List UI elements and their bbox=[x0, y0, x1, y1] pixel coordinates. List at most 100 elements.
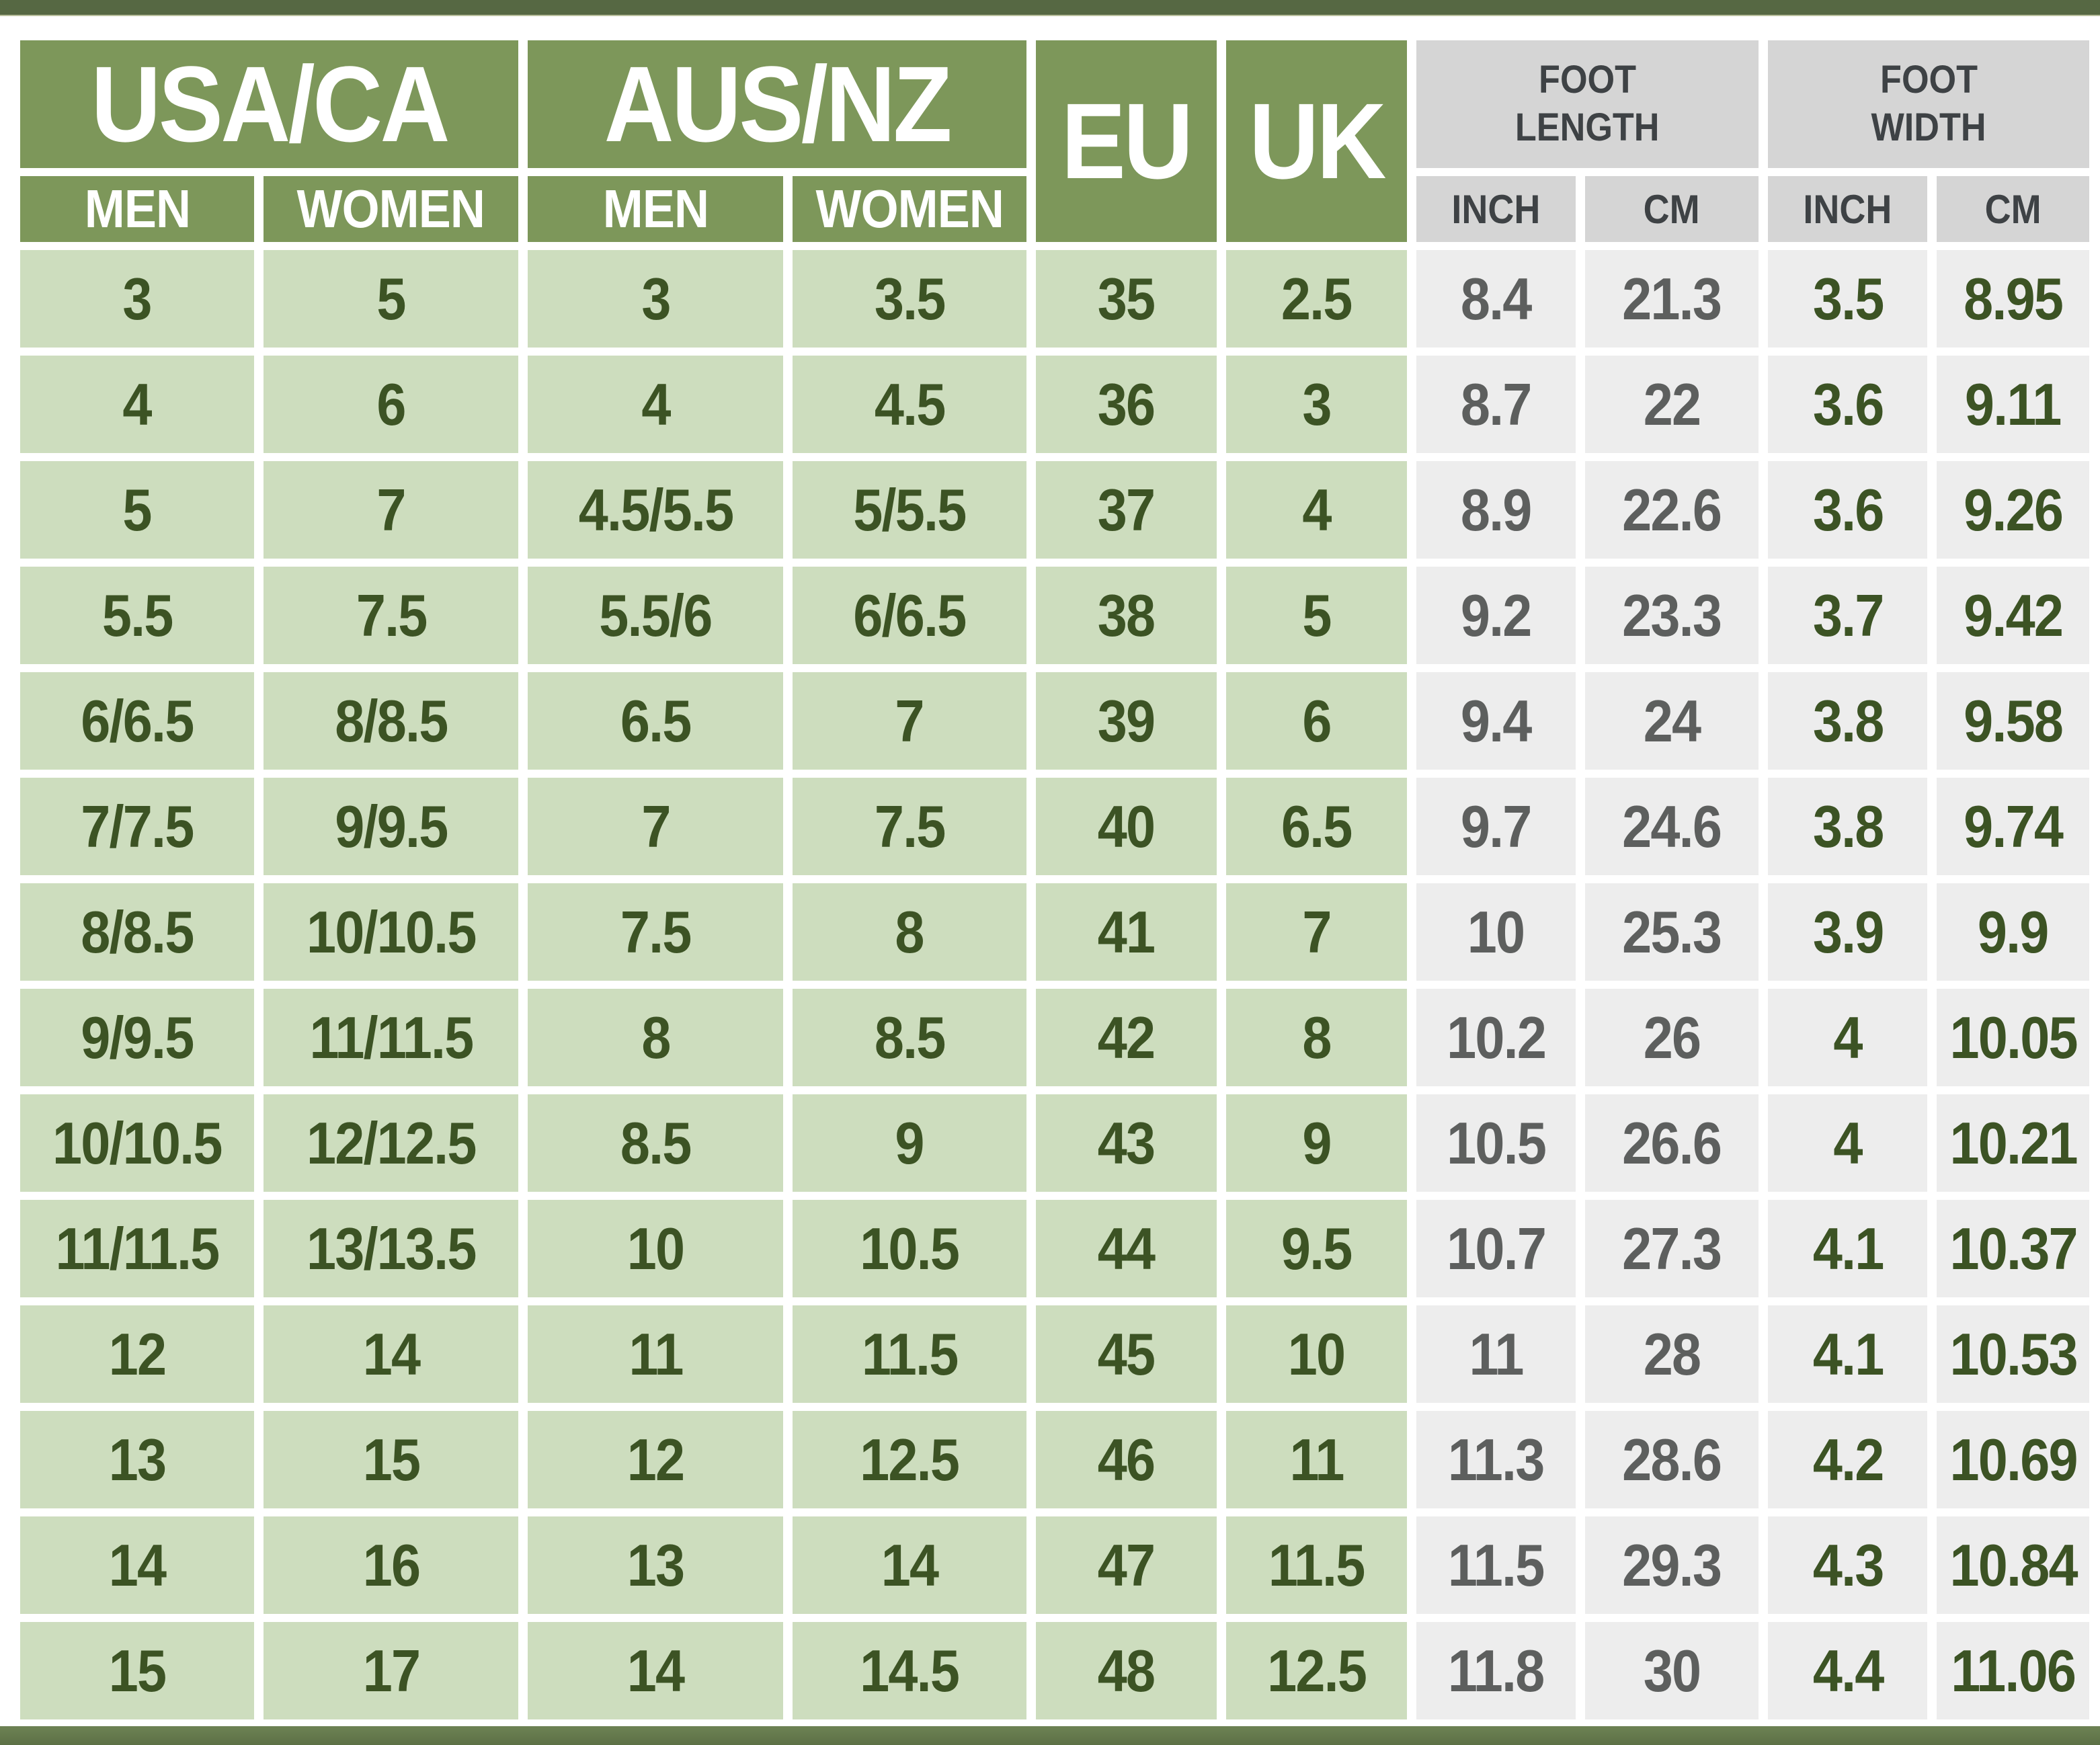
cell-foot-length-cm-r3: 22.6 bbox=[1584, 461, 1759, 559]
cell-value: 47 bbox=[1098, 1531, 1156, 1598]
header-foot-width-cm-label: CM bbox=[1984, 186, 2042, 232]
cell-value: 14 bbox=[108, 1531, 167, 1598]
cell-usa-men-r5: 6/6.5 bbox=[20, 672, 254, 770]
cell-value: 6 bbox=[1302, 687, 1332, 754]
cell-aus-men-r14: 14 bbox=[528, 1622, 783, 1719]
cell-value: 3.5 bbox=[874, 265, 946, 332]
cell-value: 10.5 bbox=[1446, 1109, 1547, 1176]
cell-value: 10.37 bbox=[1949, 1215, 2078, 1282]
cell-foot-width-cm-r5: 9.58 bbox=[1937, 672, 2089, 770]
cell-foot-width-inch-r7: 3.9 bbox=[1768, 883, 1928, 981]
cell-foot-length-cm-r8: 26 bbox=[1584, 989, 1759, 1086]
cell-aus-women-r4: 6/6.5 bbox=[792, 567, 1026, 664]
cell-foot-width-inch-r3: 3.6 bbox=[1768, 461, 1928, 559]
cell-value: 3.6 bbox=[1812, 370, 1884, 438]
cell-value: 39 bbox=[1098, 687, 1156, 754]
cell-value: 35 bbox=[1098, 265, 1156, 332]
cell-eu-r8: 42 bbox=[1035, 989, 1217, 1086]
cell-eu-r10: 44 bbox=[1035, 1200, 1217, 1297]
cell-foot-length-inch-r2: 8.7 bbox=[1416, 356, 1576, 453]
cell-value: 14 bbox=[362, 1320, 420, 1387]
cell-value: 9.5 bbox=[1281, 1215, 1353, 1282]
cell-value: 5.5 bbox=[102, 581, 174, 649]
header-usa-ca-label: USA/CA bbox=[91, 44, 450, 164]
cell-eu-r1: 35 bbox=[1035, 250, 1217, 348]
cell-value: 11.5 bbox=[861, 1320, 959, 1387]
cell-usa-men-r13: 14 bbox=[20, 1516, 254, 1614]
cell-value: 11 bbox=[1289, 1426, 1344, 1493]
cell-value: 43 bbox=[1098, 1109, 1156, 1176]
cell-value: 7.5 bbox=[874, 793, 946, 860]
header-foot-length-line2: LENGTH bbox=[1515, 106, 1660, 149]
cell-value: 10.05 bbox=[1949, 1004, 2078, 1071]
cell-uk-r12: 11 bbox=[1225, 1411, 1407, 1508]
cell-aus-women-r6: 7.5 bbox=[792, 778, 1026, 875]
cell-eu-r13: 47 bbox=[1035, 1516, 1217, 1614]
header-aus-nz-label: AUS/NZ bbox=[604, 44, 953, 164]
cell-aus-women-r7: 8 bbox=[792, 883, 1026, 981]
cell-eu-r7: 41 bbox=[1035, 883, 1217, 981]
cell-usa-men-r6: 7/7.5 bbox=[20, 778, 254, 875]
cell-value: 9 bbox=[895, 1109, 925, 1176]
header-uk: UK bbox=[1225, 40, 1407, 242]
cell-value: 10/10.5 bbox=[306, 898, 477, 965]
cell-usa-men-r10: 11/11.5 bbox=[20, 1200, 254, 1297]
cell-foot-length-inch-r13: 11.5 bbox=[1416, 1516, 1576, 1614]
cell-foot-width-inch-r6: 3.8 bbox=[1768, 778, 1928, 875]
cell-uk-r14: 12.5 bbox=[1225, 1622, 1407, 1719]
cell-eu-r5: 39 bbox=[1035, 672, 1217, 770]
cell-value: 24 bbox=[1643, 687, 1701, 754]
cell-value: 23.3 bbox=[1622, 581, 1722, 649]
cell-value: 9.9 bbox=[1978, 898, 2050, 965]
cell-foot-length-inch-r14: 11.8 bbox=[1416, 1622, 1576, 1719]
cell-value: 11/11.5 bbox=[309, 1004, 474, 1071]
top-bar bbox=[0, 0, 2100, 16]
cell-foot-length-cm-r14: 30 bbox=[1584, 1622, 1759, 1719]
cell-value: 7 bbox=[641, 793, 671, 860]
cell-value: 4.1 bbox=[1812, 1215, 1884, 1282]
cell-foot-length-inch-r9: 10.5 bbox=[1416, 1094, 1576, 1192]
cell-value: 4.2 bbox=[1812, 1426, 1884, 1493]
cell-aus-women-r14: 14.5 bbox=[792, 1622, 1026, 1719]
header-foot-width-line2: WIDTH bbox=[1871, 106, 1986, 149]
cell-usa-men-r12: 13 bbox=[20, 1411, 254, 1508]
cell-usa-men-r4: 5.5 bbox=[20, 567, 254, 664]
cell-value: 9/9.5 bbox=[335, 793, 448, 860]
cell-usa-men-r14: 15 bbox=[20, 1622, 254, 1719]
cell-value: 30 bbox=[1643, 1637, 1701, 1704]
header-usa-women: WOMEN bbox=[263, 176, 519, 242]
cell-value: 10.53 bbox=[1949, 1320, 2078, 1387]
cell-value: 13/13.5 bbox=[306, 1215, 477, 1282]
cell-foot-width-inch-r11: 4.1 bbox=[1768, 1305, 1928, 1403]
header-aus-women-label: WOMEN bbox=[815, 179, 1004, 239]
size-conversion-table: USA/CA AUS/NZ EU UK FOOT LENGTH FOOT WID… bbox=[20, 40, 2089, 1719]
cell-value: 10.5 bbox=[860, 1215, 960, 1282]
cell-value: 37 bbox=[1098, 476, 1156, 543]
cell-eu-r6: 40 bbox=[1035, 778, 1217, 875]
cell-foot-length-inch-r1: 8.4 bbox=[1416, 250, 1576, 348]
cell-foot-width-cm-r12: 10.69 bbox=[1937, 1411, 2089, 1508]
cell-foot-width-inch-r9: 4 bbox=[1768, 1094, 1928, 1192]
cell-foot-length-cm-r6: 24.6 bbox=[1584, 778, 1759, 875]
cell-aus-women-r2: 4.5 bbox=[792, 356, 1026, 453]
cell-value: 10.21 bbox=[1949, 1109, 2078, 1176]
cell-foot-width-inch-r5: 3.8 bbox=[1768, 672, 1928, 770]
cell-foot-width-cm-r14: 11.06 bbox=[1937, 1622, 2089, 1719]
cell-uk-r1: 2.5 bbox=[1225, 250, 1407, 348]
cell-aus-men-r4: 5.5/6 bbox=[528, 567, 783, 664]
cell-value: 5.5/6 bbox=[599, 581, 713, 649]
header-foot-width-line1: FOOT bbox=[1880, 58, 1978, 102]
header-usa-men-label: MEN bbox=[84, 179, 190, 239]
cell-value: 14 bbox=[881, 1531, 939, 1598]
cell-aus-men-r5: 6.5 bbox=[528, 672, 783, 770]
cell-aus-men-r9: 8.5 bbox=[528, 1094, 783, 1192]
cell-foot-width-cm-r8: 10.05 bbox=[1937, 989, 2089, 1086]
cell-aus-women-r11: 11.5 bbox=[792, 1305, 1026, 1403]
cell-value: 8/8.5 bbox=[81, 898, 194, 965]
cell-foot-width-inch-r14: 4.4 bbox=[1768, 1622, 1928, 1719]
cell-foot-length-inch-r12: 11.3 bbox=[1416, 1411, 1576, 1508]
cell-value: 9.4 bbox=[1460, 687, 1533, 754]
cell-value: 6.5 bbox=[620, 687, 692, 754]
cell-eu-r4: 38 bbox=[1035, 567, 1217, 664]
cell-value: 5 bbox=[1302, 581, 1332, 649]
